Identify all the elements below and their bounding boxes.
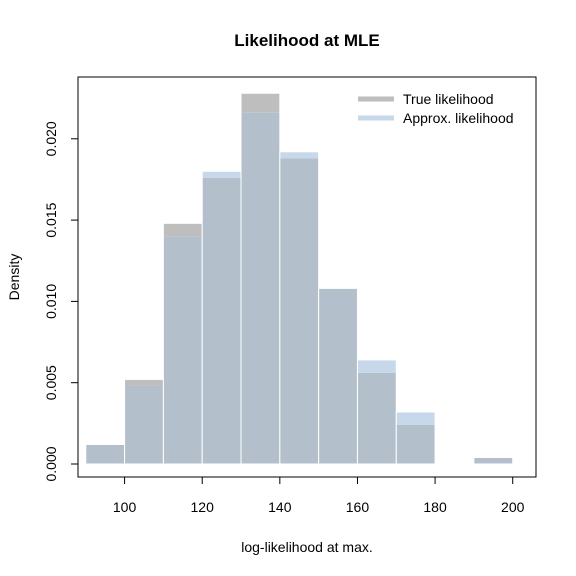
bar-overlap	[124, 385, 164, 464]
x-axis: 100 120 140 160 180 200	[113, 476, 525, 515]
bar-overlap	[85, 444, 125, 464]
histogram-bin	[85, 443, 126, 465]
y-tick-label: 0.015	[43, 202, 59, 237]
bar-overlap	[396, 424, 436, 464]
y-axis: 0.000 0.005 0.010 0.015 0.020	[43, 121, 79, 482]
histogram-bin	[279, 151, 320, 465]
chart-title: Likelihood at MLE	[234, 31, 379, 50]
y-tick-label: 0.000	[43, 446, 59, 481]
bar-approx-likelihood	[202, 171, 242, 178]
bars-group	[85, 92, 514, 465]
bar-true-likelihood	[241, 93, 280, 113]
x-tick-label: 120	[191, 499, 215, 515]
bar-overlap	[473, 457, 513, 464]
histogram-bin	[124, 378, 164, 465]
bar-overlap	[163, 236, 203, 464]
bar-approx-likelihood	[279, 151, 319, 159]
histogram-bin	[356, 359, 397, 465]
x-tick-label: 200	[501, 499, 525, 515]
bar-overlap	[357, 372, 397, 464]
y-tick-label: 0.005	[43, 365, 59, 400]
bar-true-likelihood	[163, 223, 203, 237]
bar-overlap	[318, 288, 358, 464]
legend: True likelihood Approx. likelihood	[358, 91, 514, 126]
y-tick-label: 0.020	[43, 121, 59, 156]
y-tick-label: 0.010	[43, 284, 59, 319]
bar-edge	[395, 411, 436, 465]
x-tick-label: 100	[113, 499, 137, 515]
bar-approx-likelihood	[357, 359, 397, 373]
histogram-bin	[318, 287, 358, 465]
legend-label: True likelihood	[403, 91, 494, 107]
bar-overlap	[202, 177, 242, 464]
y-axis-label: Density	[6, 254, 22, 301]
bar-true-likelihood	[124, 379, 164, 386]
bar-edge	[473, 456, 514, 465]
legend-item: Approx. likelihood	[358, 110, 514, 126]
legend-label: Approx. likelihood	[403, 110, 514, 126]
histogram-bin	[395, 411, 436, 465]
bar-overlap	[279, 158, 319, 464]
histogram-bin	[201, 170, 242, 465]
histogram-bin	[240, 92, 281, 465]
legend-item: True likelihood	[358, 91, 494, 107]
bar-overlap	[241, 112, 280, 464]
x-tick-label: 160	[346, 499, 370, 515]
x-axis-label: log-likelihood at max.	[241, 539, 373, 555]
histogram-bin	[473, 456, 514, 465]
histogram-bin	[162, 222, 203, 465]
x-tick-label: 180	[423, 499, 447, 515]
x-tick-label: 140	[268, 499, 292, 515]
bar-approx-likelihood	[396, 411, 436, 425]
